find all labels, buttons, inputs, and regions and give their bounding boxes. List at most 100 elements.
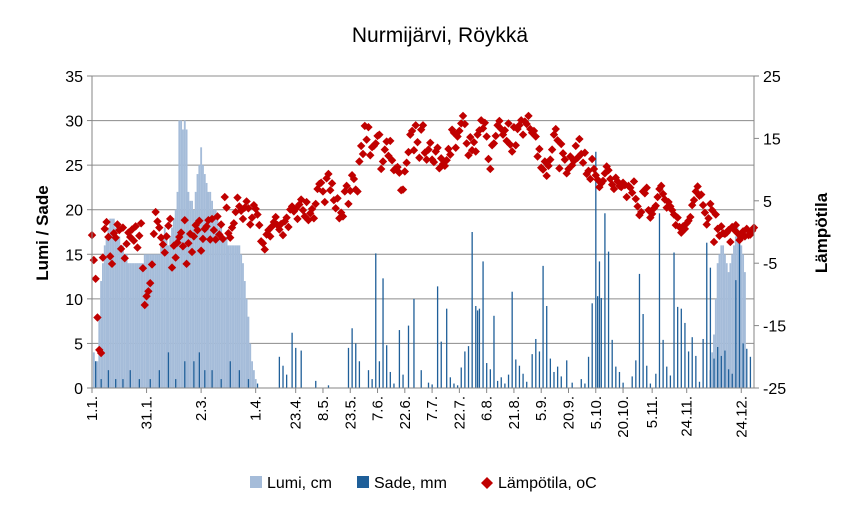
temperature-point [200,224,209,234]
temperature-points [87,111,759,358]
temperature-point [606,174,615,184]
temperature-point [182,259,191,269]
x-tick-label: 20.10. [615,396,632,438]
temperature-point [631,194,640,204]
sade-bar [706,242,708,388]
temperature-point [429,157,439,167]
lumi-bar [151,254,153,388]
lumi-bar [176,191,179,388]
sade-bar [471,232,473,388]
temperature-point [666,202,675,211]
temperature-point [646,213,655,222]
temperature-point [522,119,531,129]
lumi-bar [249,343,252,388]
temperature-point [307,204,317,214]
sade-bar [631,376,633,388]
temperature-point [196,246,206,255]
temperature-point [362,135,371,144]
lumi-bar [112,218,115,388]
sade-bar [691,337,693,388]
lumi-bar [254,379,257,388]
sade-bar [115,379,117,388]
lumi-bar [727,272,730,388]
temperature-point [166,214,175,224]
temperature-point [184,239,193,248]
lumi-bar [180,120,183,389]
temperature-point [706,199,715,209]
temperature-point [229,219,239,228]
sade-bar [526,381,528,388]
temperature-point [704,214,713,223]
temperature-point [247,213,257,222]
x-tick-label: 5.10. [588,396,605,429]
lumi-bar [229,245,232,388]
sade-bar [211,370,213,388]
temperature-point [535,144,544,154]
x-tick-label: 22.6. [397,396,414,429]
sade-bar [638,273,641,388]
sade-bar [720,355,722,388]
temperature-point [242,197,251,206]
temperature-point [682,219,691,228]
temperature-point [211,235,220,244]
temperature-point [707,205,717,215]
temperature-point [118,223,128,232]
temperature-point [609,184,619,194]
sade-bar [449,377,451,388]
lumi-bar [232,245,235,388]
lumi-bar [205,182,208,388]
lumi-bar [147,254,150,388]
sade-bar [278,356,281,388]
lumi-bar [149,254,152,388]
temperature-point [602,162,611,171]
sade-bar [193,361,195,388]
temperature-point [471,147,480,156]
sade-bar [184,361,186,388]
temperature-point [717,222,726,231]
temperature-point [411,121,420,130]
lumi-bar [211,200,213,388]
sade-bar [149,379,151,388]
lumi-bar [714,298,717,388]
temperature-point [144,287,153,296]
sade-bar [420,370,422,388]
temperature-point [711,210,721,219]
lumi-bar [200,147,203,388]
temperature-point [176,228,186,237]
sade-bar [478,308,481,388]
temperature-point [271,212,280,222]
temperature-point [238,214,248,224]
temperature-point [293,214,302,224]
temperature-point [637,207,646,217]
temperature-point [249,200,259,210]
temperature-point [366,151,375,160]
temperature-point [402,158,411,167]
x-tick-label: 2.3. [193,396,210,421]
lumi-bar [720,245,723,388]
temperature-point [98,253,108,262]
temperature-point [133,243,142,252]
lumi-bar [191,200,193,388]
sade-bar [453,383,455,388]
temperature-point [687,200,697,210]
lumi-bar [711,352,714,388]
x-tick-label: 21.8. [506,396,523,429]
temperature-point [544,161,553,171]
lumi-bar [165,236,168,388]
temperature-point [593,175,602,184]
temperature-point [689,195,699,205]
left-tick-label: 30 [65,114,83,131]
temperature-point [462,139,471,148]
lumi-bar [125,254,128,388]
sade-bar [476,310,479,388]
temperature-point [693,182,702,191]
temperature-point [691,187,701,196]
temperature-point [378,157,388,166]
temperature-point [255,220,264,230]
temperature-point [722,228,731,237]
lumi-bar [207,191,210,388]
temperature-point [386,136,395,146]
sade-bar [347,347,350,388]
sade-bar [402,374,404,388]
right-tick-label: -25 [763,381,786,398]
